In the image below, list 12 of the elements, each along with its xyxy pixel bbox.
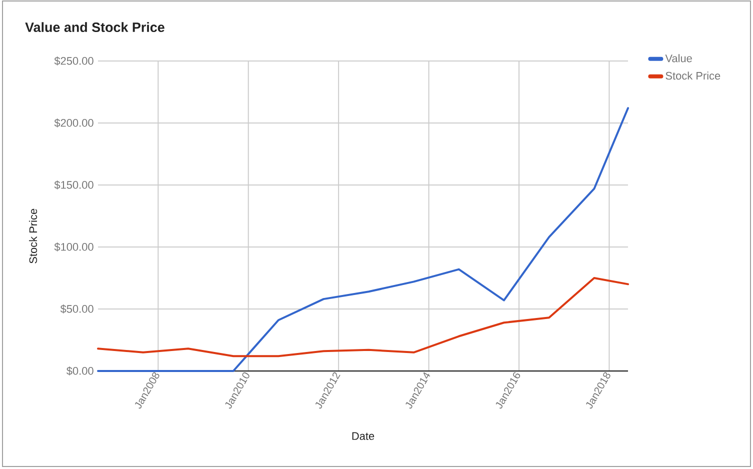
- y-tick-label: $250.00: [54, 56, 94, 66]
- line-series: [97, 276, 630, 358]
- y-tick-label: $200.00: [54, 118, 94, 128]
- legend-label: Value: [665, 54, 692, 62]
- y-axis-title: Stock Price: [29, 208, 38, 264]
- y-tick-label: $150.00: [54, 180, 94, 190]
- y-tick-label: $0.00: [66, 366, 94, 376]
- legend-label: Stock Price: [666, 72, 720, 80]
- y-tick-label: $100.00: [54, 242, 94, 252]
- y-tick-label: $50.00: [60, 304, 94, 314]
- x-axis-title: Date: [352, 432, 374, 440]
- chart-title: Value and Stock Price: [25, 22, 164, 32]
